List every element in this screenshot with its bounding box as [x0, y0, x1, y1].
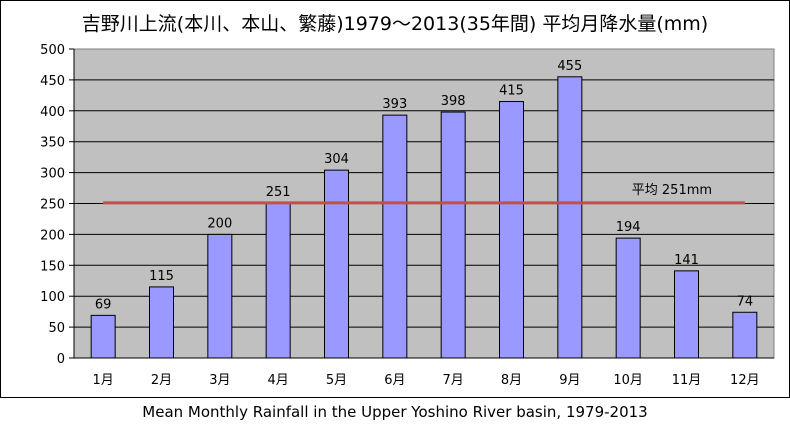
data-label: 194 [616, 220, 641, 235]
bar-2 [149, 286, 174, 359]
data-label: 415 [499, 84, 524, 99]
data-label: 455 [557, 59, 582, 74]
x-tick-label: 5月 [326, 373, 347, 388]
y-tick-label: 0 [57, 352, 65, 367]
x-tick-label: 4月 [268, 373, 289, 388]
average-group: 平均 251mm [103, 183, 745, 205]
x-tick-label: 7月 [443, 373, 464, 388]
x-tick-label: 11月 [672, 373, 702, 388]
y-tick-label: 400 [40, 105, 65, 120]
grid-lines [74, 79, 774, 328]
y-tick-label: 100 [40, 290, 65, 305]
x-tick-label: 9月 [559, 373, 580, 388]
y-tick-label: 450 [40, 74, 65, 89]
x-tick-label: 2月 [151, 373, 172, 388]
data-label: 251 [266, 185, 291, 200]
chart-caption: Mean Monthly Rainfall in the Upper Yoshi… [142, 403, 648, 421]
y-axis: 0 50 100 150 200 250 300 350 400 450 500 [40, 43, 75, 367]
bar-5 [324, 169, 349, 359]
data-label: 141 [674, 253, 699, 268]
x-tick-label: 12月 [730, 373, 760, 388]
y-tick-label: 300 [40, 167, 65, 182]
bar-4 [265, 202, 291, 359]
chart-title: 吉野川上流(本川、本山、繁藤)1979～2013(35年間) 平均月降水量(mm… [82, 13, 708, 35]
chart-frame: 吉野川上流(本川、本山、繁藤)1979～2013(35年間) 平均月降水量(mm… [0, 0, 790, 398]
data-label: 398 [441, 94, 466, 109]
data-label: 115 [149, 269, 174, 284]
x-tick-label: 10月 [613, 373, 643, 388]
x-tick-label: 6月 [384, 373, 405, 388]
y-tick-label: 200 [40, 228, 65, 243]
y-tick-label: 50 [48, 321, 65, 336]
y-tick-label: 150 [40, 259, 65, 274]
bar-8 [499, 101, 524, 359]
data-label: 304 [324, 152, 349, 167]
y-tick-label: 500 [40, 43, 65, 58]
data-label: 200 [207, 216, 232, 231]
bar-11 [674, 270, 699, 359]
y-tick-label: 250 [40, 198, 65, 213]
bar-6 [382, 114, 408, 359]
x-tick-label: 3月 [209, 373, 230, 388]
bar-12 [732, 311, 758, 359]
data-label: 69 [95, 297, 112, 312]
data-label: 393 [382, 97, 407, 112]
bar-1 [90, 314, 116, 359]
data-label: 74 [737, 294, 754, 309]
bar-3 [207, 233, 233, 359]
bar-10 [615, 237, 641, 359]
rainfall-bar-chart: 吉野川上流(本川、本山、繁藤)1979～2013(35年間) 平均月降水量(mm… [40, 13, 775, 388]
x-tick-label: 1月 [93, 373, 114, 388]
x-tick-label: 8月 [501, 373, 522, 388]
bar-9 [557, 76, 583, 359]
bar-7 [440, 111, 466, 359]
y-tick-label: 350 [40, 136, 65, 151]
average-label: 平均 251mm [632, 183, 712, 198]
x-axis: 1月 2月 3月 4月 5月 6月 7月 8月 9月 10月 11月 12月 [74, 357, 774, 388]
